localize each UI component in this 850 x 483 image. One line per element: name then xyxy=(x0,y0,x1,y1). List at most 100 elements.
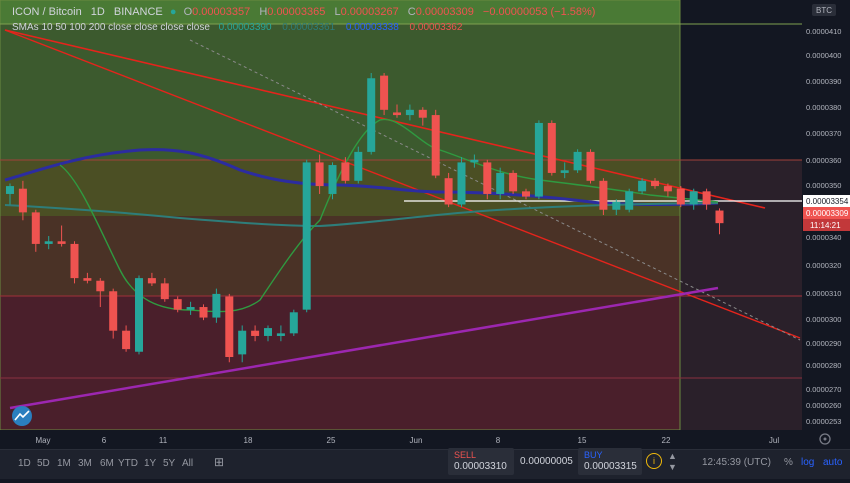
candle-body[interactable] xyxy=(264,328,272,336)
candle-body[interactable] xyxy=(147,278,156,284)
timeframe-1d[interactable]: 1D xyxy=(18,458,31,469)
trendline-support[interactable] xyxy=(9,286,719,410)
hline-price-tag xyxy=(803,195,850,207)
stepper-up-icon[interactable]: ▲ xyxy=(668,451,677,461)
candle-body[interactable] xyxy=(599,180,608,210)
candle-body[interactable] xyxy=(509,172,518,192)
price-tick-label: 0.0000310 xyxy=(806,289,841,298)
low-value: 0.00003267 xyxy=(340,6,399,18)
sma-label[interactable]: SMAs 10 50 100 200 close close close clo… xyxy=(12,22,210,33)
sell-label: SELL xyxy=(454,450,477,460)
timeframe-5d[interactable]: 5D xyxy=(37,458,50,469)
candle-body[interactable] xyxy=(573,151,582,171)
candle-body[interactable] xyxy=(302,162,311,310)
candle-body[interactable] xyxy=(225,296,234,357)
candle-body[interactable] xyxy=(186,307,195,310)
candle-body[interactable] xyxy=(534,122,543,197)
candle-body[interactable] xyxy=(457,162,466,205)
candles-group[interactable] xyxy=(6,73,724,363)
candle-body[interactable] xyxy=(238,330,247,355)
buy-label: BUY xyxy=(584,450,603,460)
candle-body[interactable] xyxy=(96,280,105,292)
sma-legend[interactable]: SMAs 10 50 100 200 close close close clo… xyxy=(12,22,464,33)
candle-body[interactable] xyxy=(496,172,505,194)
timeframe-1y[interactable]: 1Y xyxy=(144,458,157,469)
auto-toggle[interactable]: auto xyxy=(823,457,843,468)
candle-body[interactable] xyxy=(431,115,440,176)
candle-body[interactable] xyxy=(135,278,143,352)
candle-body[interactable] xyxy=(380,75,389,110)
candle-body[interactable] xyxy=(638,180,647,192)
candle-body[interactable] xyxy=(122,330,131,350)
timeframe-3m[interactable]: 3M xyxy=(78,458,92,469)
clock-text[interactable]: 12:45:39 (UTC) xyxy=(702,457,771,468)
candle-body[interactable] xyxy=(586,151,595,181)
date-range-icon[interactable]: ⊞ xyxy=(214,455,225,469)
candle-body[interactable] xyxy=(6,186,14,194)
candle-body[interactable] xyxy=(354,151,363,181)
candle-body[interactable] xyxy=(70,243,79,279)
price-tick-label: 0.0000290 xyxy=(806,339,841,348)
symbol-interval[interactable]: 1D xyxy=(90,6,105,18)
timeframe-5y[interactable]: 5Y xyxy=(163,458,176,469)
candle-body[interactable] xyxy=(483,162,492,194)
timeframe-ytd[interactable]: YTD xyxy=(118,458,138,469)
candle-body[interactable] xyxy=(31,212,40,244)
candle-body[interactable] xyxy=(560,170,569,173)
candle-body[interactable] xyxy=(57,241,66,244)
candle-body[interactable] xyxy=(676,188,685,205)
candle-body[interactable] xyxy=(109,291,118,331)
info-icon[interactable]: i xyxy=(646,453,662,469)
candle-body[interactable] xyxy=(689,191,698,205)
time-axis[interactable] xyxy=(0,430,850,449)
stepper-down-icon[interactable]: ▼ xyxy=(668,462,677,472)
log-toggle[interactable]: log xyxy=(801,457,815,468)
candle-body[interactable] xyxy=(522,191,530,197)
buy-button[interactable]: BUY 0.00003315 xyxy=(578,448,642,475)
timeframe-1m[interactable]: 1M xyxy=(57,458,71,469)
percent-toggle[interactable]: % xyxy=(784,457,793,468)
candle-body[interactable] xyxy=(625,191,634,210)
timeframe-all[interactable]: All xyxy=(182,458,194,469)
candle-body[interactable] xyxy=(276,333,285,336)
candle-body[interactable] xyxy=(702,191,711,205)
candle-body[interactable] xyxy=(212,293,221,318)
timeframe-6m[interactable]: 6M xyxy=(100,458,114,469)
candle-body[interactable] xyxy=(173,299,182,310)
candle-body[interactable] xyxy=(289,312,298,334)
candle-body[interactable] xyxy=(367,78,376,152)
candle-body[interactable] xyxy=(470,159,479,163)
symbol-exchange: BINANCE xyxy=(113,6,163,18)
candle-body[interactable] xyxy=(651,180,659,187)
candle-body[interactable] xyxy=(199,307,208,318)
candle-body[interactable] xyxy=(663,186,672,192)
candle-body[interactable] xyxy=(341,162,350,181)
candle-body[interactable] xyxy=(18,188,27,213)
candle-body[interactable] xyxy=(328,165,337,194)
candle-body[interactable] xyxy=(315,162,324,187)
candle-body[interactable] xyxy=(715,210,724,224)
candle-body[interactable] xyxy=(83,278,92,281)
settings-icon[interactable] xyxy=(819,433,831,445)
trendline-lower[interactable] xyxy=(4,29,801,339)
sma-value-50: 0.00003361 xyxy=(282,22,336,33)
candle-body[interactable] xyxy=(547,122,556,173)
countdown-tag xyxy=(803,219,850,231)
time-label: 11 xyxy=(159,436,168,445)
candle-body[interactable] xyxy=(251,330,260,336)
candle-body[interactable] xyxy=(393,112,401,116)
symbol-legend[interactable]: ICON / Bitcoin 1D BINANCE ● O0.00003357 … xyxy=(12,6,595,18)
price-tick-label: 0.0000300 xyxy=(806,315,841,324)
candle-body[interactable] xyxy=(444,178,453,205)
candle-body[interactable] xyxy=(612,201,621,210)
candle-body[interactable] xyxy=(160,283,169,300)
trendline-dashed[interactable] xyxy=(189,39,801,341)
sell-button[interactable]: SELL 0.00003310 xyxy=(448,448,514,475)
candle-body[interactable] xyxy=(418,109,427,118)
price-tick-label: 0.0000380 xyxy=(806,103,841,112)
candle-body[interactable] xyxy=(44,241,53,244)
candle-body[interactable] xyxy=(405,109,414,116)
symbol-name[interactable]: ICON / Bitcoin xyxy=(12,6,82,18)
